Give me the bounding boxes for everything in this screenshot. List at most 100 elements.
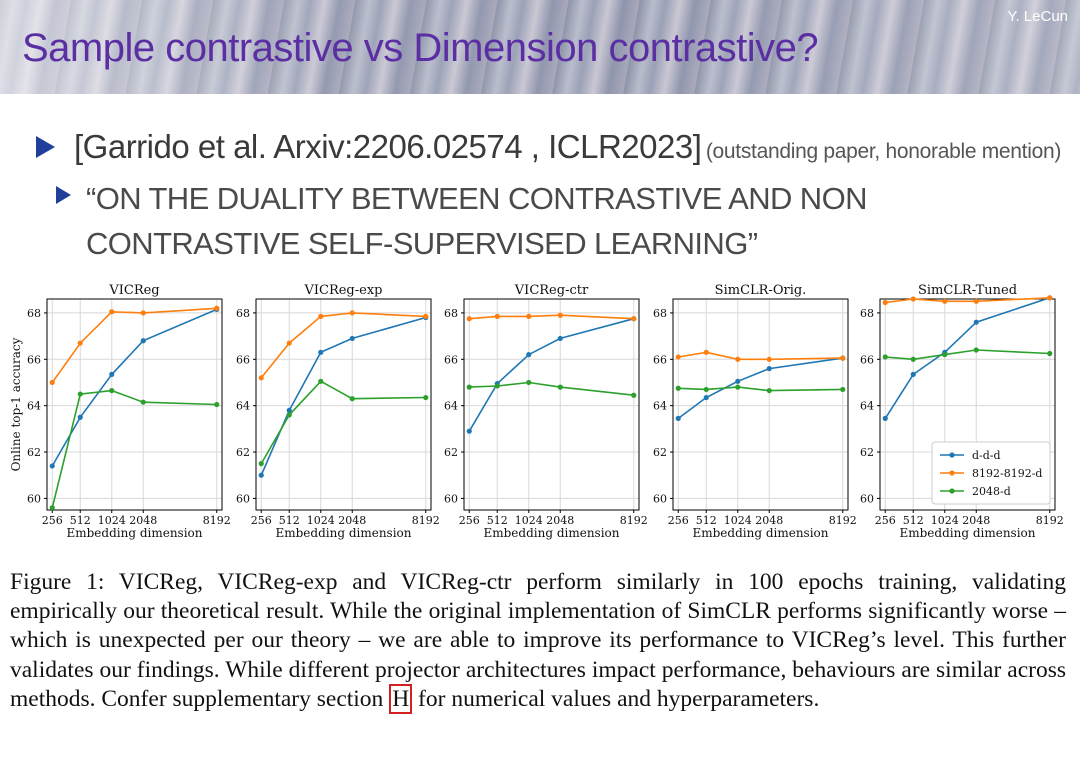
x-tick-label: 512	[487, 514, 508, 527]
x-tick-label: 1024	[515, 514, 543, 527]
data-point	[349, 335, 355, 342]
data-point	[494, 313, 500, 319]
data-point	[77, 391, 83, 397]
data-point	[766, 356, 772, 362]
data-point	[140, 310, 146, 316]
data-point	[286, 340, 292, 346]
data-point	[423, 313, 429, 319]
y-tick-label: 64	[27, 400, 41, 413]
data-point	[49, 505, 55, 511]
data-point	[882, 299, 888, 306]
figure-caption: Figure 1: VICReg, VICReg-exp and VICReg-…	[10, 568, 1066, 714]
x-tick-label: 512	[696, 514, 717, 527]
y-tick-label: 62	[236, 446, 250, 459]
x-tick-label: 8192	[829, 514, 857, 527]
plot-frame	[255, 298, 432, 511]
chart-title: VICReg-ctr	[514, 283, 589, 298]
data-point	[49, 463, 55, 469]
data-point	[258, 472, 264, 478]
data-point	[675, 385, 681, 391]
chart-title: SimCLR-Orig.	[715, 283, 807, 298]
x-tick-label: 1024	[724, 514, 752, 527]
data-point	[973, 347, 979, 353]
y-tick-label: 68	[653, 307, 667, 320]
x-tick-label: 8192	[412, 514, 440, 527]
x-tick-label: 512	[903, 514, 924, 527]
legend-label: 8192-8192-d	[972, 467, 1042, 480]
x-tick-label: 8192	[1036, 514, 1064, 527]
y-tick-label: 66	[653, 353, 667, 366]
x-tick-label: 2048	[962, 514, 990, 527]
caption-reference-link[interactable]: H	[389, 683, 413, 714]
quote-line-2: CONTRASTIVE SELF-SUPERVISED LEARNING”	[86, 226, 758, 261]
paper-title-quote: “ON THE DUALITY BETWEEN CONTRASTIVE AND …	[86, 176, 986, 266]
x-tick-label: 256	[459, 514, 480, 527]
data-point	[526, 352, 532, 358]
y-tick-label: 68	[27, 307, 41, 320]
caption-text: Figure 1: VICReg, VICReg-exp and VICReg-…	[10, 569, 1066, 712]
y-tick-label: 60	[653, 492, 667, 505]
data-point	[942, 298, 948, 304]
plot-frame	[879, 298, 1056, 511]
x-tick-label: 512	[279, 514, 300, 527]
data-point	[942, 352, 948, 358]
data-point	[631, 392, 637, 398]
x-tick-label: 1024	[307, 514, 335, 527]
data-point	[77, 340, 83, 346]
x-tick-label: 1024	[931, 514, 959, 527]
data-point	[214, 305, 220, 311]
x-tick-label: 256	[42, 514, 63, 527]
bullet-triangle-icon	[36, 136, 55, 158]
legend-marker	[949, 470, 955, 476]
x-axis-label: Embedding dimension	[899, 526, 1035, 540]
data-point	[557, 335, 563, 342]
plot-frame	[46, 298, 223, 511]
x-tick-label: 512	[70, 514, 91, 527]
title-banner	[0, 0, 1080, 94]
data-point	[766, 387, 772, 394]
citation-line: [Garrido et al. Arxiv:2206.02574 , ICLR2…	[74, 128, 1061, 166]
data-point	[109, 309, 115, 315]
data-point	[466, 316, 472, 322]
plot-frame	[672, 298, 849, 511]
y-tick-label: 64	[236, 400, 250, 413]
data-point	[675, 354, 681, 360]
data-point	[214, 401, 220, 408]
data-point	[526, 379, 532, 386]
data-point	[526, 313, 532, 319]
data-point	[703, 394, 709, 401]
y-tick-label: 62	[653, 446, 667, 459]
data-point	[882, 354, 888, 360]
caption-text-end: for numerical values and hyperparameters…	[412, 685, 820, 712]
y-tick-label: 64	[653, 400, 667, 413]
data-point	[349, 310, 355, 316]
data-point	[1047, 350, 1053, 357]
data-point	[631, 316, 637, 322]
x-axis-label: Embedding dimension	[692, 526, 828, 540]
data-point	[910, 356, 916, 362]
data-point	[973, 298, 979, 304]
data-point	[258, 375, 264, 381]
data-point	[557, 384, 563, 390]
plot-area	[464, 299, 639, 510]
data-point	[675, 415, 681, 422]
y-tick-label: 66	[236, 353, 250, 366]
y-tick-label: 62	[444, 446, 458, 459]
x-tick-label: 256	[668, 514, 689, 527]
data-point	[318, 349, 324, 355]
quote-line-1: “ON THE DUALITY BETWEEN CONTRASTIVE AND …	[86, 181, 867, 216]
y-tick-label: 60	[236, 492, 250, 505]
x-tick-label: 2048	[338, 514, 366, 527]
plot-frame	[463, 298, 640, 511]
chart-title: SimCLR-Tuned	[918, 283, 1017, 298]
x-axis-label: Embedding dimension	[483, 526, 619, 540]
legend-label: 2048-d	[972, 485, 1011, 498]
x-tick-label: 2048	[755, 514, 783, 527]
y-tick-label: 66	[860, 353, 874, 366]
y-tick-label: 66	[444, 353, 458, 366]
data-point	[318, 378, 324, 384]
x-tick-label: 256	[875, 514, 896, 527]
data-point	[349, 396, 355, 402]
x-tick-label: 1024	[98, 514, 126, 527]
y-axis-label: Online top-1 accuracy	[9, 337, 23, 471]
